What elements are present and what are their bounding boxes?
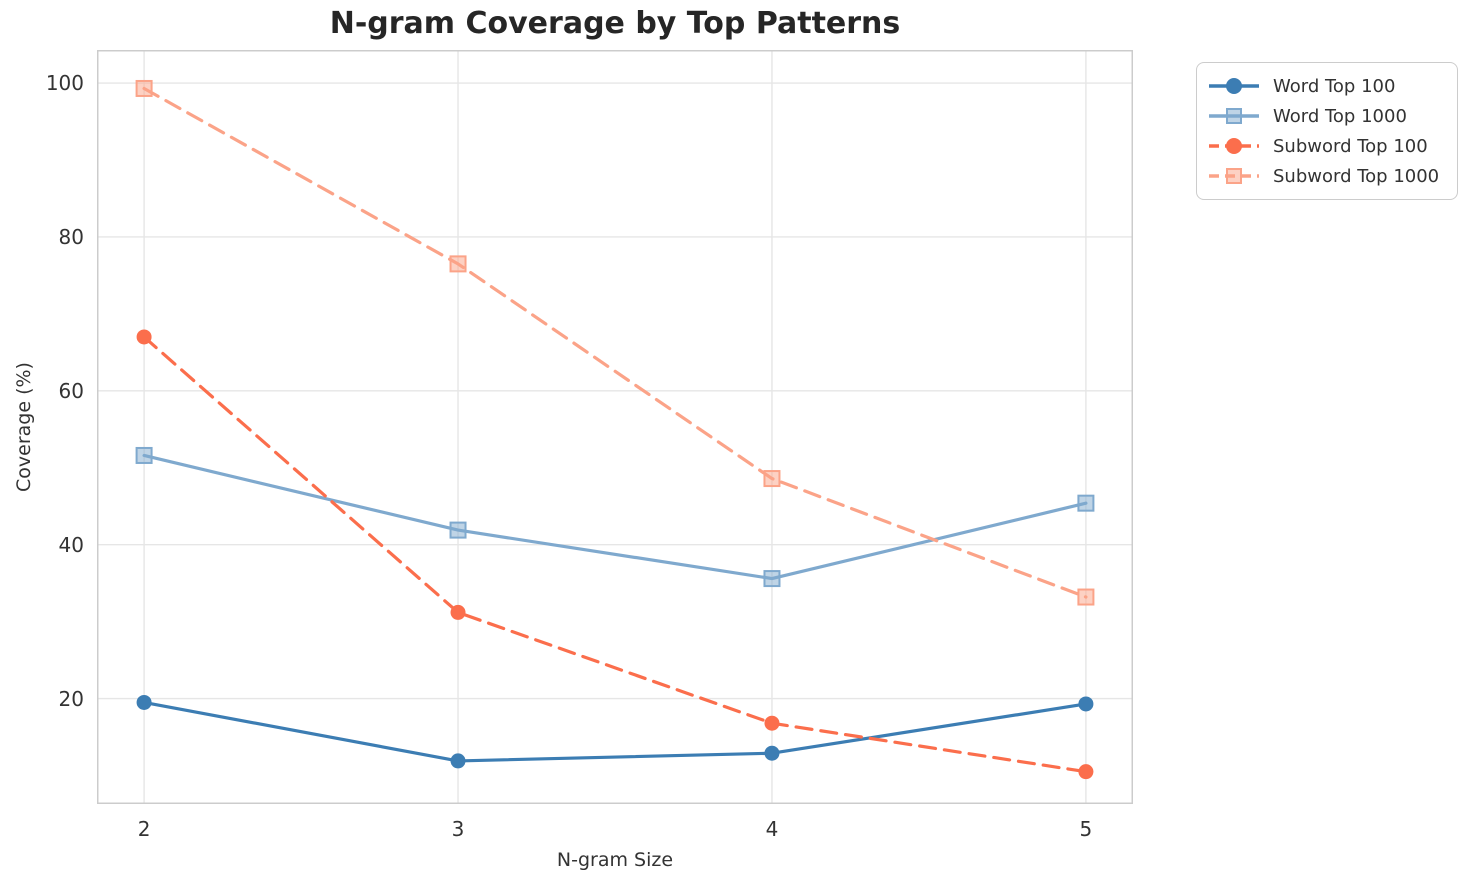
legend: Word Top 100 Word Top 1000 Subword Top 100… — [1196, 62, 1459, 200]
data-point-marker — [450, 604, 466, 620]
data-point-marker — [763, 470, 781, 488]
data-point-marker — [136, 694, 152, 710]
legend-item: Subword Top 100 — [1209, 134, 1439, 158]
legend-swatch — [1209, 168, 1259, 184]
data-point-marker — [135, 446, 153, 464]
chart-title: N-gram Coverage by Top Patterns — [329, 6, 901, 41]
data-point-marker — [1077, 494, 1095, 512]
legend-label: Subword Top 1000 — [1273, 165, 1440, 187]
series-line — [142, 86, 1088, 599]
data-point-marker — [763, 570, 781, 588]
x-tick-label: 5 — [1079, 817, 1093, 841]
legend-swatch — [1209, 138, 1259, 154]
legend-label: Word Top 100 — [1273, 75, 1396, 97]
x-tick-label: 3 — [451, 817, 465, 841]
data-point-marker — [450, 753, 466, 769]
legend-item: Word Top 1000 — [1209, 104, 1439, 128]
series-line — [142, 700, 1088, 763]
legend-item: Subword Top 1000 — [1209, 164, 1439, 188]
legend-label: Subword Top 100 — [1273, 135, 1428, 157]
data-point-marker — [449, 521, 467, 539]
y-tick-label: 60 — [58, 378, 84, 403]
legend-marker — [1226, 108, 1242, 124]
plot-area — [97, 50, 1133, 804]
legend-marker — [1226, 78, 1242, 94]
axes-spine — [97, 50, 1133, 804]
y-tick-label: 80 — [58, 224, 84, 249]
y-tick-label: 20 — [58, 686, 84, 711]
y-tick-label: 40 — [58, 532, 84, 557]
data-point-marker — [1078, 696, 1094, 712]
x-axis-label: N-gram Size — [556, 849, 674, 871]
data-point-marker — [135, 79, 153, 97]
x-tick-label: 4 — [765, 817, 779, 841]
data-point-marker — [1077, 588, 1095, 606]
series-line — [142, 453, 1088, 581]
data-point-marker — [1078, 764, 1094, 780]
legend-marker — [1226, 138, 1242, 154]
legend-marker — [1226, 168, 1242, 184]
x-tick-label: 2 — [137, 817, 151, 841]
data-point-marker — [764, 715, 780, 731]
data-point-marker — [136, 329, 152, 345]
series-line — [142, 335, 1088, 774]
legend-swatch — [1209, 108, 1259, 124]
data-point-marker — [764, 745, 780, 761]
legend-label: Word Top 1000 — [1273, 105, 1407, 127]
legend-item: Word Top 100 — [1209, 74, 1439, 98]
y-tick-label: 100 — [45, 71, 84, 96]
legend-swatch — [1209, 78, 1259, 94]
data-point-marker — [449, 255, 467, 273]
